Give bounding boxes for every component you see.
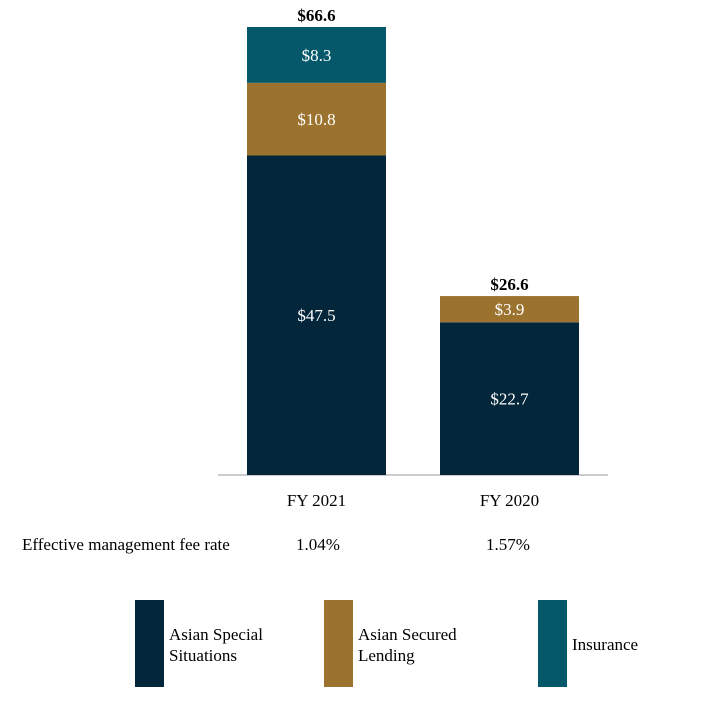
bar-fy-2020-asian-secured-lending [440, 296, 579, 323]
stacked-bar-chart: $47.5 $10.8 $8.3 $66.6 FY 2021 $22.7 $3.9 $26.6… [218, 6, 608, 510]
legend-label-line2: Situations [169, 646, 238, 665]
bar-fy-2020-asian-special-situations [440, 322, 579, 475]
legend-label-insurance: Insurance [572, 634, 702, 655]
legend-label-asian-secured-lending: Asian Secured Lending [358, 624, 488, 666]
legend-label-line1: Asian Special [169, 625, 263, 644]
bars-group: $47.5 $10.8 $8.3 $66.6 FY 2021 $22.7 $3.9 $26.6… [247, 6, 579, 510]
fee-rate-fy2021: 1.04% [296, 535, 340, 554]
total-label-fy-2020: $26.6 [490, 275, 528, 294]
total-label-fy-2021: $66.6 [297, 6, 335, 25]
legend-label-line1: Insurance [572, 635, 639, 654]
legend-swatch-insurance [538, 600, 567, 687]
bar-fy-2021-asian-secured-lending [247, 82, 386, 156]
data-label-fy-2021-asian-secured-lending: $10.8 [297, 110, 335, 129]
legend-label-line2: Lending [358, 646, 415, 665]
x-tick-label-fy-2021: FY 2021 [287, 491, 346, 510]
legend-label-asian-special-situations: Asian Special Situations [169, 624, 299, 666]
fee-rate-fy2020: 1.57% [486, 535, 530, 554]
x-tick-label-fy-2020: FY 2020 [480, 491, 539, 510]
legend-swatch-asian-secured-lending [324, 600, 353, 687]
data-label-fy-2021-asian-special-situations: $47.5 [297, 306, 335, 325]
bar-fy-2021-insurance [247, 27, 386, 83]
data-label-fy-2021-insurance: $8.3 [302, 46, 332, 65]
legend-swatch-asian-special-situations [135, 600, 164, 687]
fee-rate-label: Effective management fee rate [22, 535, 230, 554]
data-label-fy-2020-asian-special-situations: $22.7 [490, 390, 529, 409]
bar-fy-2021-asian-special-situations [247, 155, 386, 476]
data-label-fy-2020-asian-secured-lending: $3.9 [495, 300, 525, 319]
legend-label-line1: Asian Secured [358, 625, 457, 644]
